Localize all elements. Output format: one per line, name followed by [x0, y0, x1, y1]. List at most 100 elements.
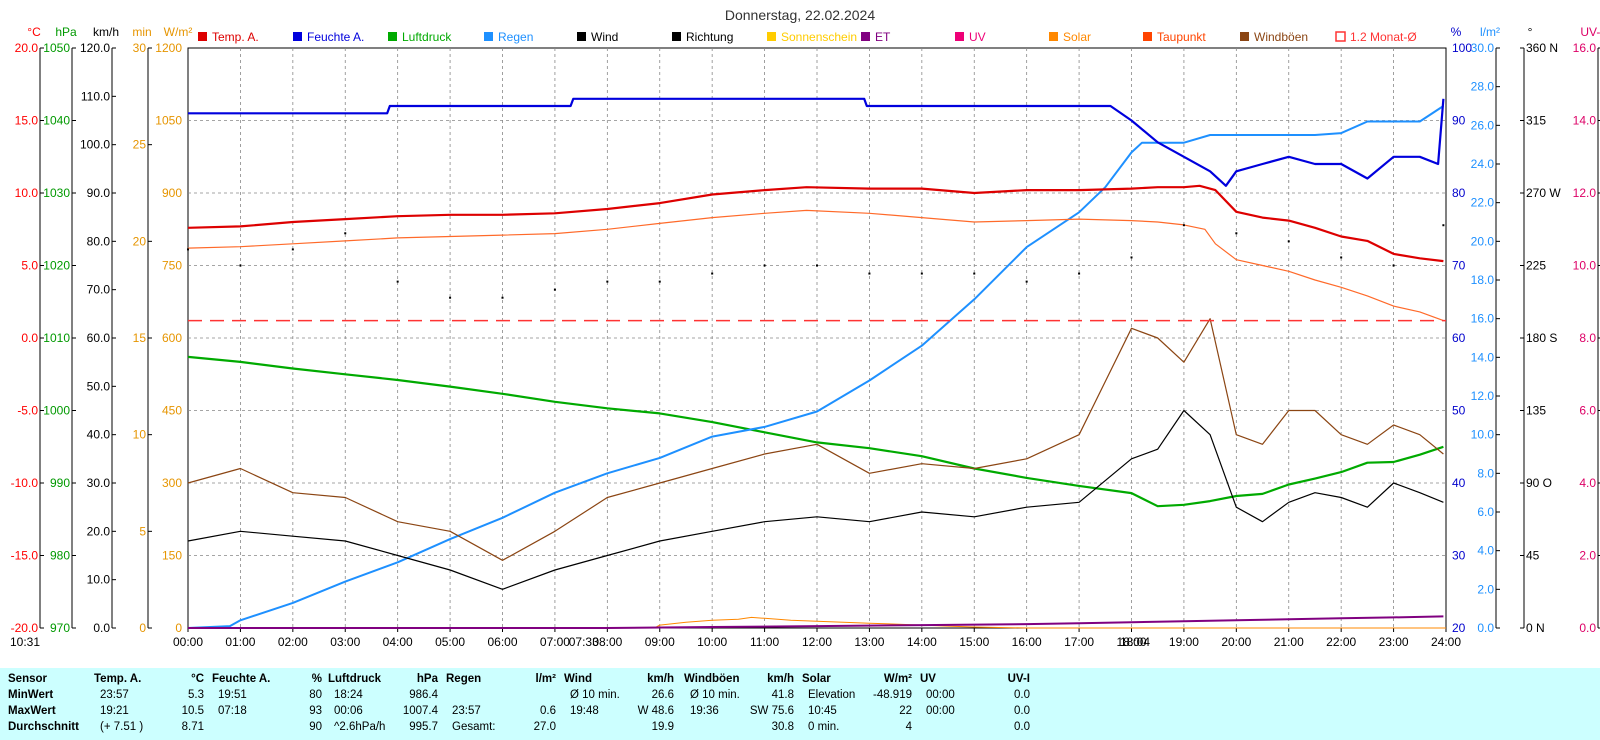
- cell-value: 80: [309, 689, 322, 701]
- cell-value: 0.0: [1014, 721, 1030, 733]
- cell-label: Elevation: [808, 689, 856, 701]
- cell-value: 93: [309, 705, 322, 717]
- y-tick-label: 110.0: [81, 89, 110, 103]
- series-point-richtung: [920, 272, 923, 275]
- y-tick-label: 90.0: [87, 186, 111, 200]
- y-tick-label: 16.0: [1573, 41, 1597, 55]
- y-tick-label: 450: [162, 404, 182, 418]
- series-point-richtung: [1130, 256, 1133, 259]
- y-tick-label: 12.0: [1471, 389, 1495, 403]
- cell-label: 10:45: [808, 705, 837, 717]
- series-point-richtung: [1025, 280, 1028, 283]
- cell-label: 23:57: [452, 705, 481, 717]
- column-header: Windböen: [684, 673, 740, 685]
- y-tick-label: 30: [133, 41, 147, 55]
- cell-label: 19:51: [218, 689, 247, 701]
- y-tick-label: 6.0: [1477, 505, 1494, 519]
- series-point-richtung: [396, 280, 399, 283]
- cell-value: 4: [905, 721, 912, 733]
- y-tick-label: 1010: [43, 331, 70, 345]
- legend-label: Windböen: [1254, 30, 1308, 44]
- y-tick-label: 8.0: [1477, 466, 1494, 480]
- markers: 10:31 07:33 18:04: [10, 635, 1150, 649]
- cell-label: 23:57: [100, 689, 129, 701]
- y-tick-label: 14.0: [1471, 350, 1495, 364]
- y-tick-label: 900: [162, 186, 182, 200]
- series-point-richtung: [344, 232, 347, 235]
- y-tick-label: 1050: [43, 41, 70, 55]
- y-tick-label: 80.0: [87, 234, 111, 248]
- cell-value: 41.8: [771, 689, 794, 701]
- column-header: Solar: [802, 673, 831, 685]
- y-tick-label: 18.0: [1471, 273, 1495, 287]
- y-tick-label: 300: [162, 476, 182, 490]
- legend-label: ET: [875, 30, 891, 44]
- series-point-richtung: [1442, 224, 1445, 227]
- y-tick-label: 0: [175, 621, 182, 635]
- series-line-wind: [187, 409, 1444, 590]
- series-point-richtung: [501, 296, 504, 299]
- column-unit: km/h: [647, 673, 674, 685]
- y-tick-label: 0.0: [21, 331, 38, 345]
- series-line-solar: [188, 616, 1446, 629]
- x-tick-label: 14:00: [907, 635, 937, 649]
- legend-swatch: [1143, 32, 1152, 41]
- x-tick-label: 20:00: [1221, 635, 1251, 649]
- legend-label: Luftdruck: [402, 30, 452, 44]
- legend-swatch: [861, 32, 870, 41]
- series-point-richtung: [711, 272, 714, 275]
- y-tick-label: 22.0: [1471, 196, 1495, 210]
- y-tick-label: 20: [1452, 621, 1466, 635]
- y-tick-label: 60: [1452, 331, 1466, 345]
- series-point-richtung: [1078, 272, 1081, 275]
- legend-label: Richtung: [686, 30, 733, 44]
- legend-swatch: [388, 32, 397, 41]
- series-point-richtung: [1182, 224, 1185, 227]
- cell-value: W 48.6: [637, 705, 674, 717]
- x-tick-label: 10:00: [697, 635, 727, 649]
- x-tick-label: 04:00: [383, 635, 413, 649]
- series-point-richtung: [291, 248, 294, 251]
- y-tick-label: 0.0: [93, 621, 110, 635]
- cell-value: 19.9: [651, 721, 674, 733]
- column-unit: °C: [191, 673, 204, 685]
- y-tick-label: 2.0: [1579, 549, 1596, 563]
- y-tick-label: -20.0: [11, 621, 39, 635]
- series-line-et: [188, 615, 1444, 629]
- y-tick-label: 120.0: [80, 41, 110, 55]
- summary-table: Sensor MinWert MaxWert Durchschnitt Temp. A.…: [0, 668, 1600, 740]
- column-header: Wind: [564, 673, 592, 685]
- series-point-richtung: [239, 264, 242, 267]
- cell-label: 07:18: [218, 705, 247, 717]
- series-point-richtung: [1235, 232, 1238, 235]
- legend-label: Sonnenschein: [781, 30, 857, 44]
- series-point-richtung: [868, 272, 871, 275]
- y-tick-label: 20.0: [1471, 234, 1495, 248]
- series-line-taupunkt: [187, 209, 1444, 322]
- column-unit: hPa: [416, 673, 438, 685]
- y-axis-unit: km/h: [93, 25, 119, 39]
- y-tick-label: 20.0: [87, 524, 111, 538]
- y-axis-unit: hPa: [55, 25, 77, 39]
- column-unit: UV-I: [1007, 673, 1030, 685]
- y-tick-label: 0.0: [1579, 621, 1596, 635]
- row-label: Durchschnitt: [8, 721, 79, 733]
- legend-swatch: [955, 32, 964, 41]
- cell-value: 0.0: [1014, 705, 1030, 717]
- y-tick-label: 40: [1452, 476, 1466, 490]
- x-tick-label: 03:00: [330, 635, 360, 649]
- series-point-richtung: [1392, 264, 1395, 267]
- cell-label: Ø 10 min.: [570, 689, 620, 701]
- cell-value: -48.919: [872, 689, 912, 701]
- y-tick-label: -15.0: [11, 549, 39, 563]
- cell-value: 5.3: [188, 689, 204, 701]
- y-tick-label: 15: [133, 331, 147, 345]
- y-tick-label: 150: [162, 549, 182, 563]
- series-point-richtung: [1287, 240, 1290, 243]
- y-tick-label: 10.0: [15, 186, 39, 200]
- legend-label: Solar: [1063, 30, 1091, 44]
- series-point-richtung: [187, 248, 189, 251]
- column-header: UV: [920, 673, 936, 685]
- legend-swatch: [1049, 32, 1058, 41]
